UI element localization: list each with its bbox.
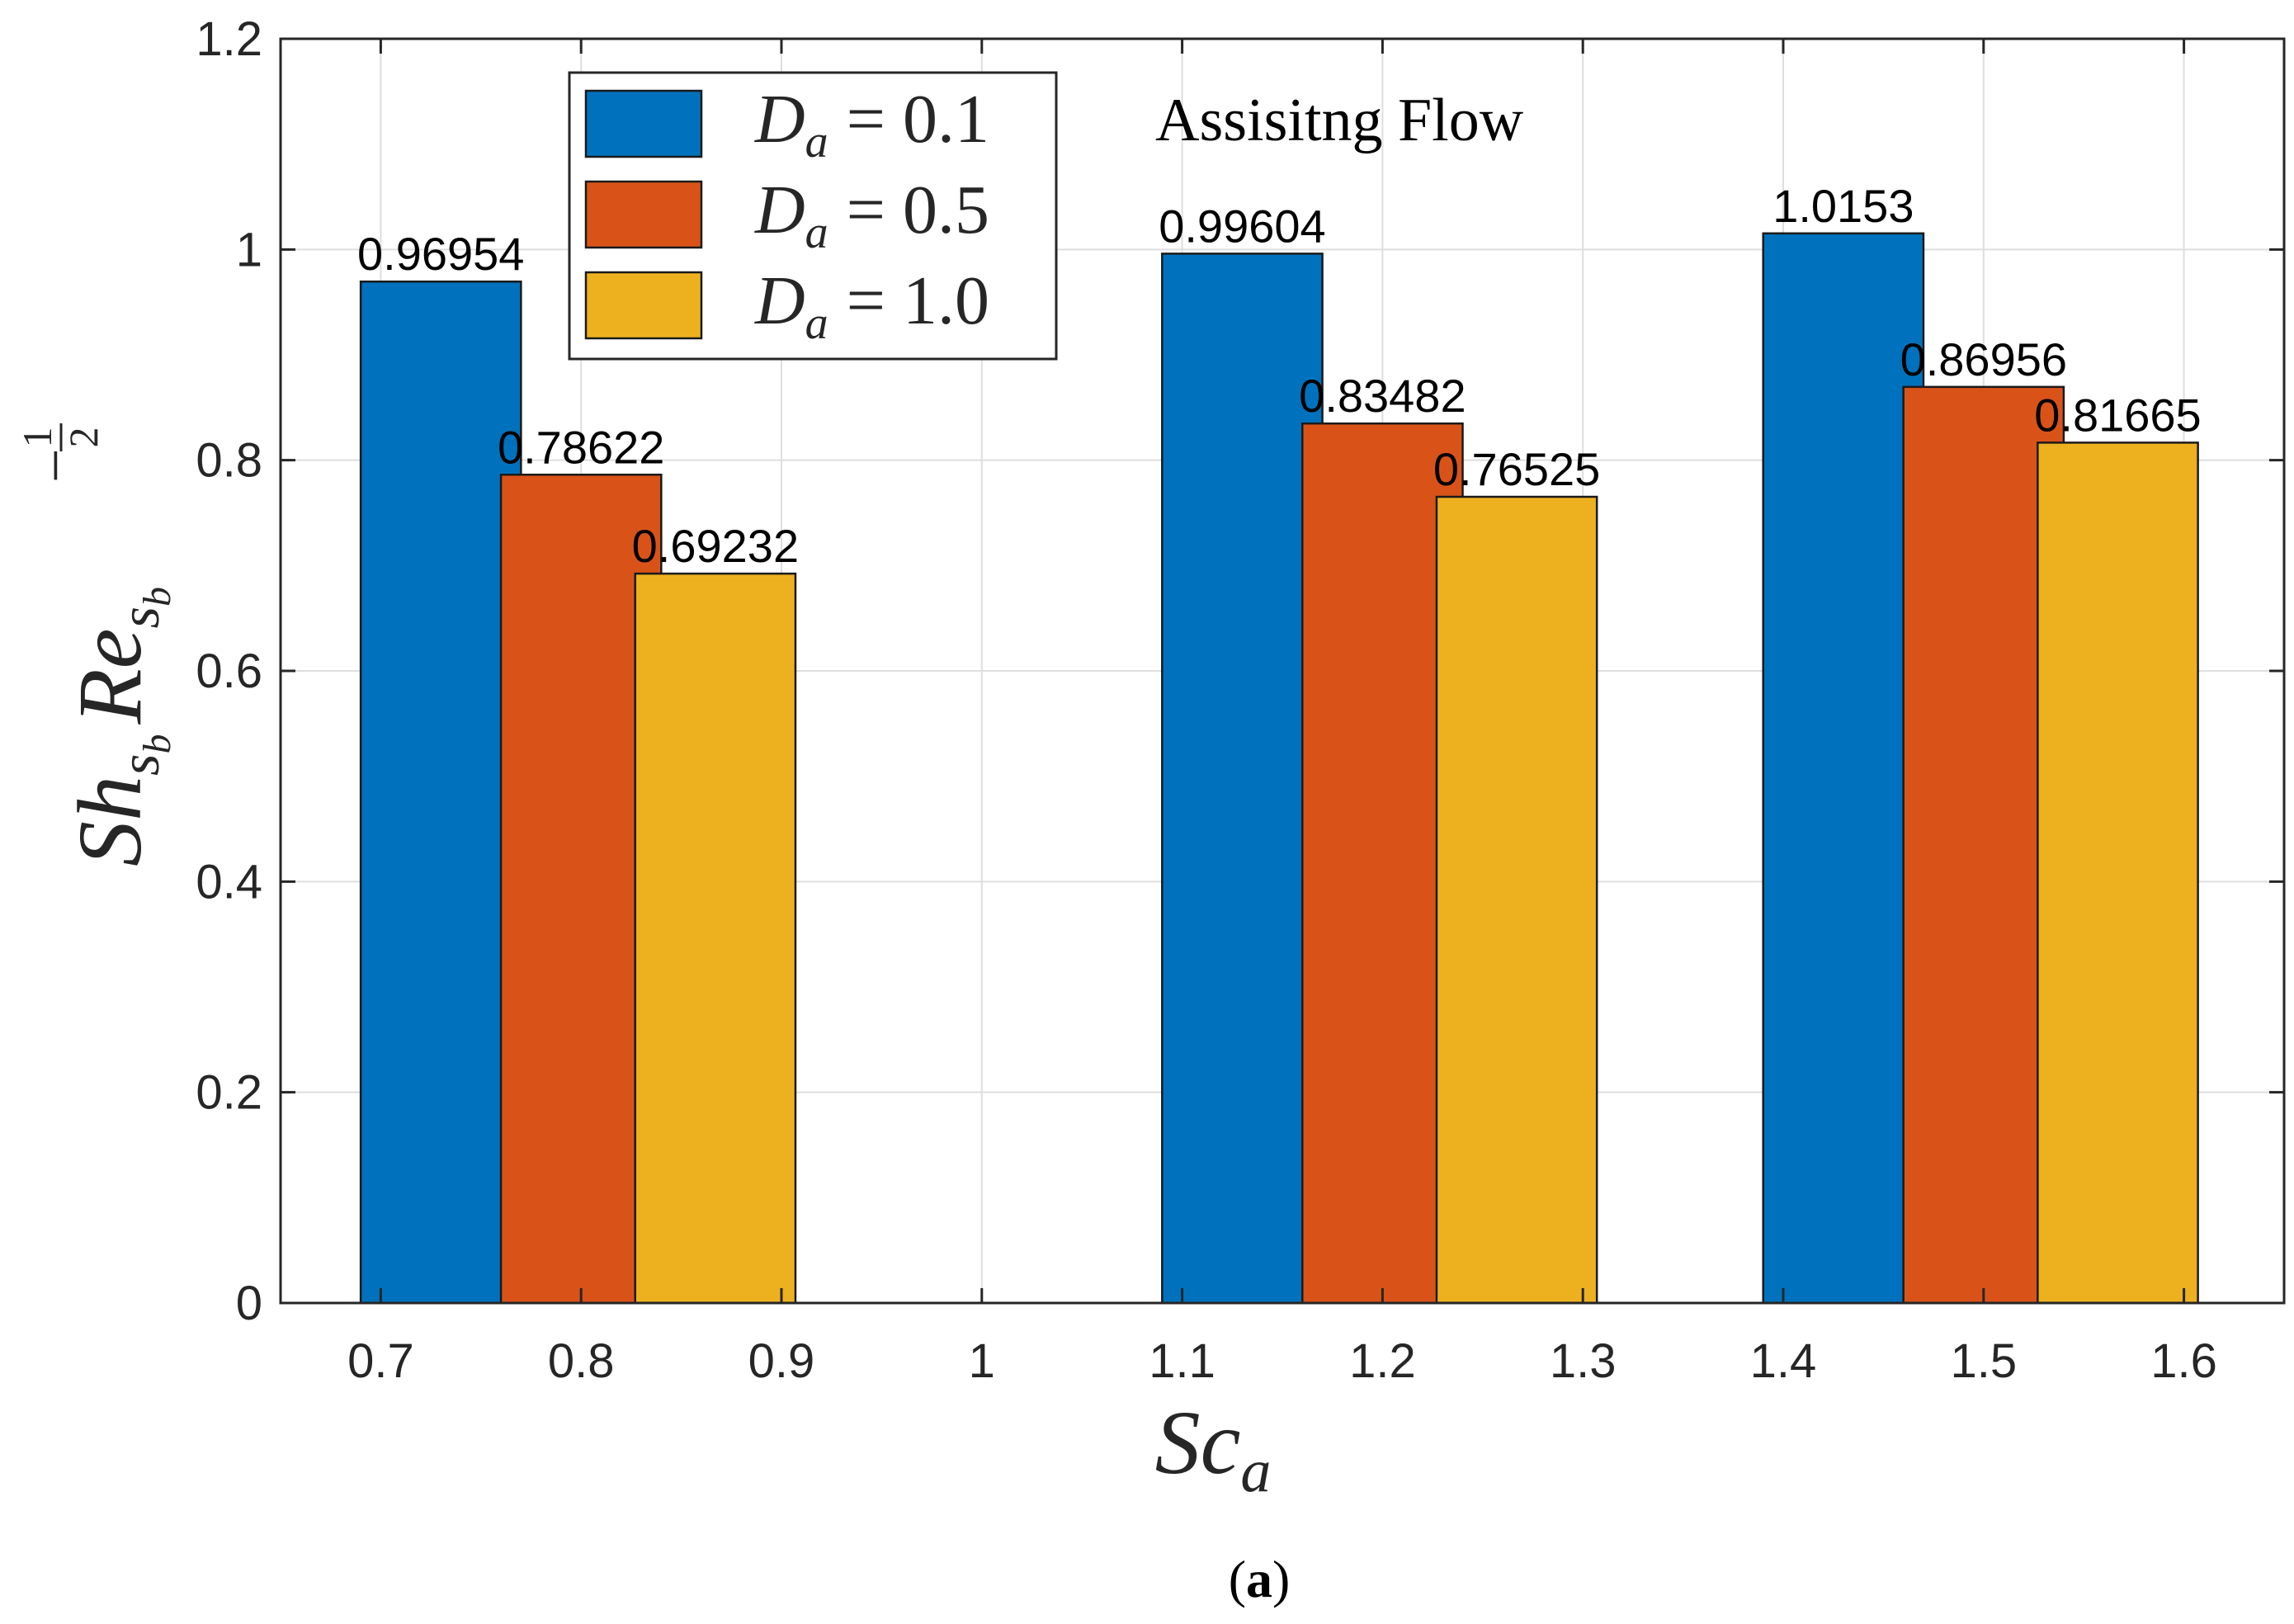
x-tick-label: 0.7 — [347, 1334, 414, 1388]
bars — [359, 232, 2199, 1305]
legend-label: Da = 0.5 — [754, 172, 989, 258]
bar-value-label: 1.0153 — [1772, 180, 1914, 232]
bar-value-label: 0.86956 — [1900, 333, 2067, 385]
x-tick-label: 1 — [969, 1334, 995, 1388]
bar-value-label: 0.78622 — [498, 421, 664, 473]
bar-value-label: 0.76525 — [1433, 443, 1600, 495]
bar — [634, 572, 797, 1305]
x-tick-label: 1.2 — [1349, 1334, 1416, 1388]
bar — [1161, 253, 1324, 1305]
legend-label: Da = 0.1 — [754, 81, 989, 168]
y-tick-label: 0.2 — [196, 1066, 262, 1120]
x-axis-label: Sca — [1155, 1392, 1272, 1505]
y-label-exp-den: 2 — [60, 427, 106, 448]
bar — [2037, 441, 2199, 1305]
legend-swatch — [584, 89, 703, 158]
legend-label: Da = 1.0 — [754, 262, 989, 349]
legend-swatch — [584, 271, 703, 340]
figure-caption: (a) — [1229, 1550, 1291, 1608]
bar — [1435, 495, 1598, 1305]
bar-value-label: 0.83482 — [1299, 370, 1466, 422]
y-tick-label: 0 — [236, 1277, 262, 1330]
y-tick-label: 0.6 — [196, 644, 262, 698]
svg-text:ShsbResb: ShsbResb — [59, 587, 179, 866]
y-tick-label: 1.2 — [196, 12, 262, 66]
x-tick-label: 0.8 — [548, 1334, 615, 1388]
y-label-exp-sign: − — [22, 448, 90, 483]
bar-value-label: 0.96954 — [357, 228, 524, 280]
x-tick-label: 1.5 — [1950, 1334, 2017, 1388]
annotation-text: Assisitng Flow — [1155, 87, 1524, 154]
x-tick-label: 1.3 — [1550, 1334, 1617, 1388]
bar-value-label: 0.99604 — [1159, 200, 1325, 252]
x-tick-label: 1.1 — [1149, 1334, 1215, 1388]
bar — [359, 280, 522, 1305]
bar — [1762, 232, 1925, 1305]
y-tick-label: 1 — [236, 223, 262, 276]
data-labels: 0.96954 0.99604 1.0153 0.78622 0.83482 0.8695… — [357, 180, 2202, 572]
y-label-exp-num: 1 — [14, 427, 60, 448]
x-tick-label: 1.4 — [1750, 1334, 1817, 1388]
y-tick-label: 0.8 — [196, 434, 262, 488]
bar-value-label: 0.69232 — [632, 520, 799, 572]
y-axis-label: ShsbResb − 1 2 — [14, 423, 179, 866]
legend: Da = 0.1Da = 0.5Da = 1.0 — [568, 71, 1058, 361]
bar-value-label: 0.81665 — [2034, 389, 2201, 441]
x-tick-label: 1.6 — [2150, 1334, 2217, 1388]
legend-swatch — [584, 180, 703, 249]
y-tick-label: 0.4 — [196, 855, 262, 909]
x-tick-label: 0.9 — [748, 1334, 815, 1388]
axis-ticks: 0.7 0.8 0.9 1 1.1 1.2 1.3 1.4 1.5 1.6 0 0.2 0.4 0.6 0.… — [196, 12, 2284, 1388]
